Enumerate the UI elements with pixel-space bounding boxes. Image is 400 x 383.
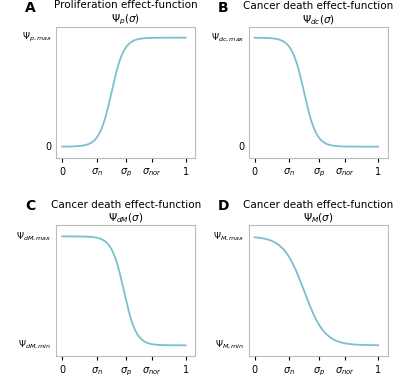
- Text: $\Psi_{p,max}$: $\Psi_{p,max}$: [22, 31, 52, 44]
- Text: D: D: [218, 199, 229, 213]
- Title: Cancer death effect-function
$\Psi_{M}(\sigma)$: Cancer death effect-function $\Psi_{M}(\…: [243, 200, 393, 226]
- Text: $\Psi_{M,max}$: $\Psi_{M,max}$: [213, 230, 244, 242]
- Text: $\Psi_{M,min}$: $\Psi_{M,min}$: [215, 339, 244, 352]
- Text: $\Psi_{dM,max}$: $\Psi_{dM,max}$: [16, 230, 52, 242]
- Text: B: B: [218, 1, 228, 15]
- Text: $\Psi_{dc,max}$: $\Psi_{dc,max}$: [211, 31, 244, 44]
- Text: 0: 0: [238, 142, 244, 152]
- Text: $\Psi_{dM,min}$: $\Psi_{dM,min}$: [18, 339, 52, 352]
- Title: Cancer death effect-function
$\Psi_{dc}(\sigma)$: Cancer death effect-function $\Psi_{dc}(…: [243, 1, 393, 27]
- Title: Proliferation effect-function
$\Psi_{p}(\sigma)$: Proliferation effect-function $\Psi_{p}(…: [54, 0, 198, 27]
- Title: Cancer death effect-function
$\Psi_{dM}(\sigma)$: Cancer death effect-function $\Psi_{dM}(…: [51, 200, 201, 226]
- Text: A: A: [25, 1, 36, 15]
- Text: 0: 0: [46, 142, 52, 152]
- Text: C: C: [25, 199, 36, 213]
